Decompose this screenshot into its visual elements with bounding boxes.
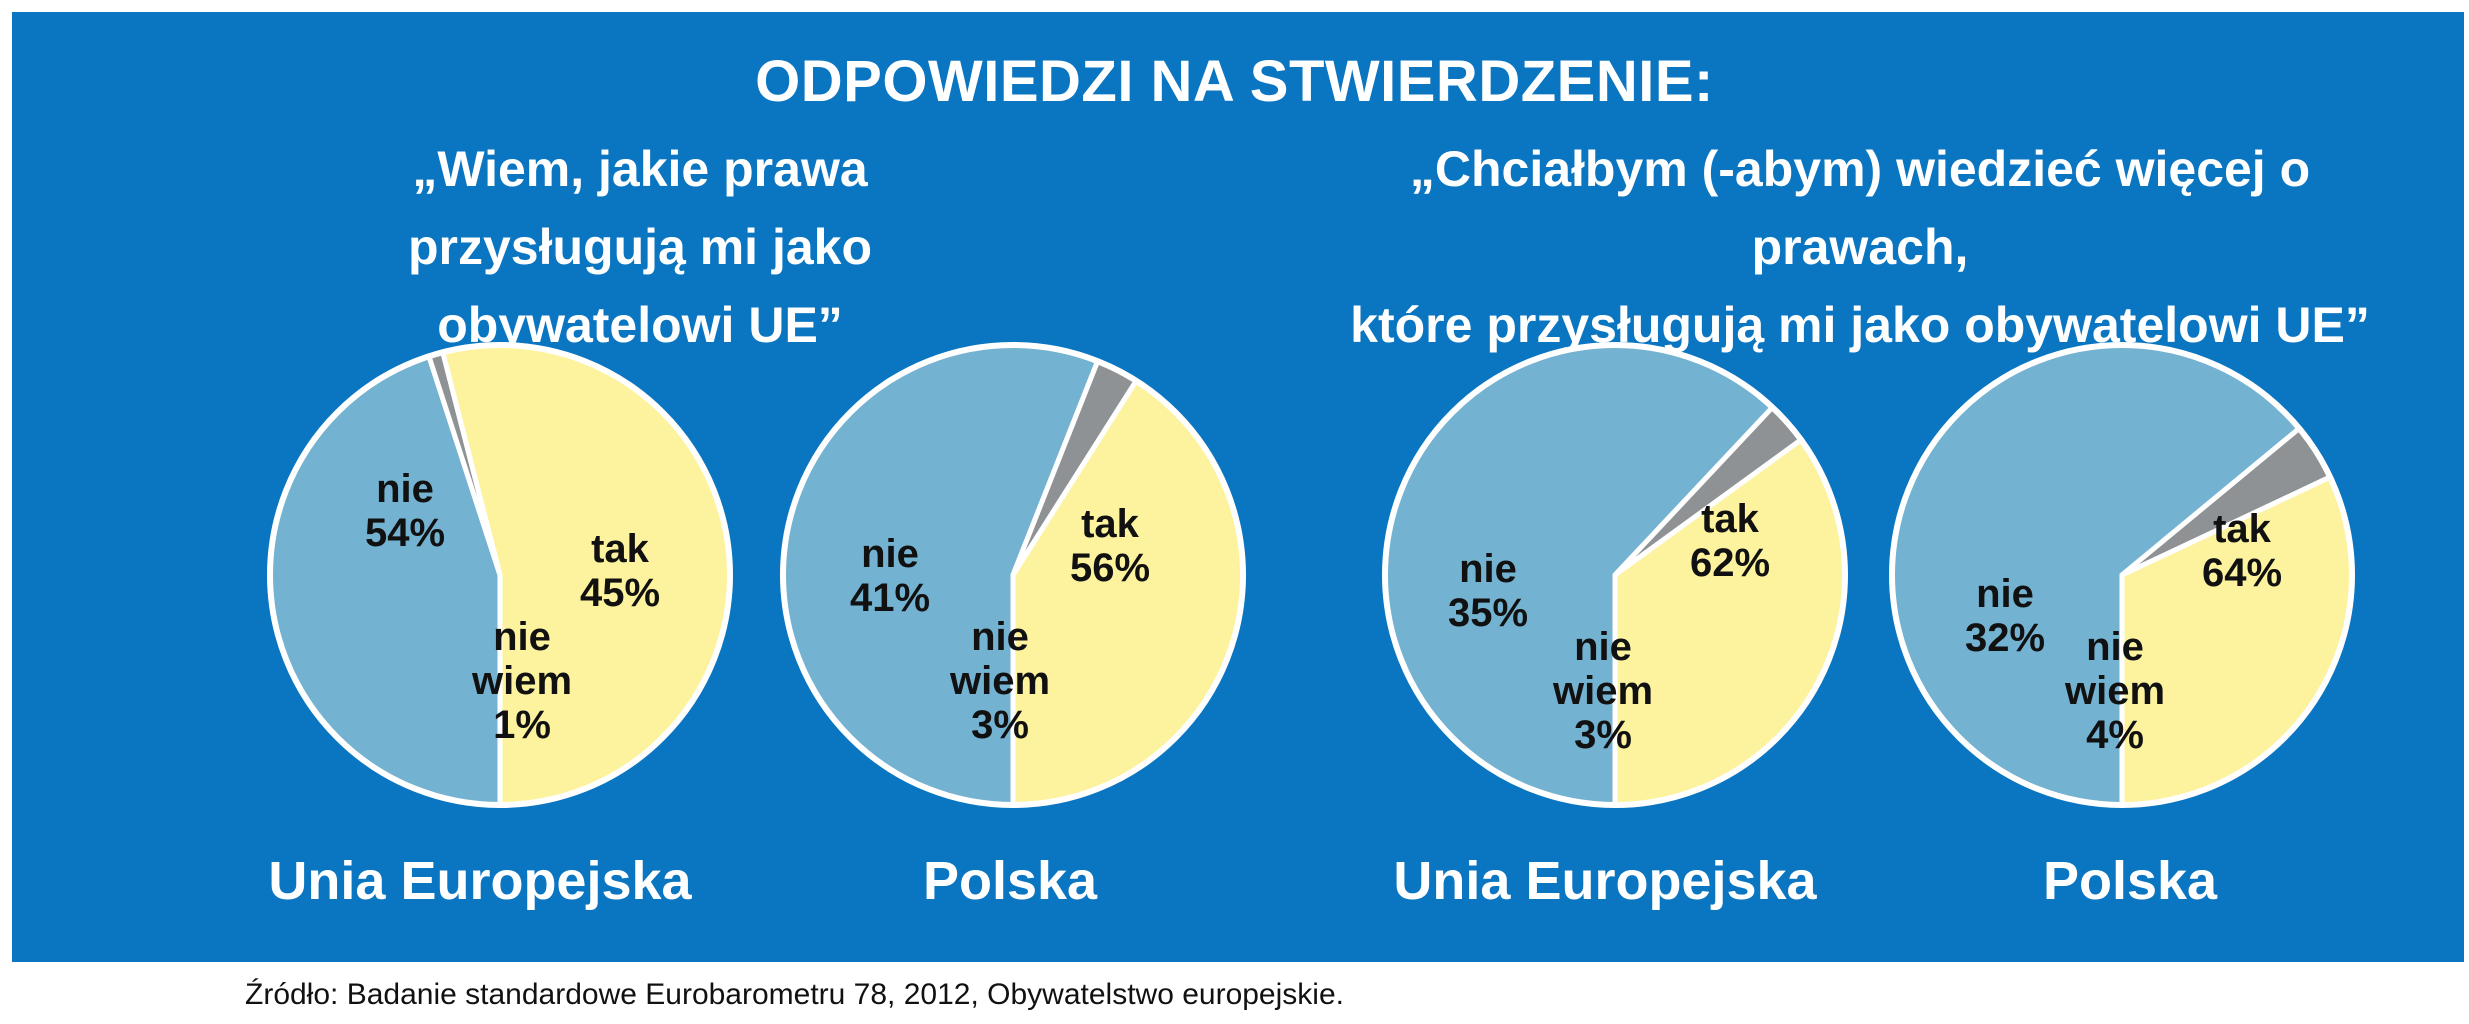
slice-label-nie-wiem: nie wiem 3%: [1552, 625, 1653, 757]
slice-label-nie: nie 35%: [1448, 547, 1528, 635]
subtitle-right: „Chciałbym (-abym) wiedzieć więcej o pra…: [1335, 130, 2385, 364]
main-title: ODPOWIEDZI NA STWIERDZENIE:: [755, 49, 1714, 114]
slice-label-nie-wiem: nie wiem 3%: [949, 615, 1050, 747]
source-note: Źródło: Badanie standardowe Eurobarometr…: [245, 978, 1344, 1011]
subtitle-right-line2: które przysługują mi jako obywatelowi UE…: [1350, 297, 2370, 353]
pie-outline: [1382, 342, 1848, 808]
slice-label-nie: nie 41%: [850, 532, 930, 620]
slice-label-nie-wiem: nie wiem 1%: [471, 615, 572, 747]
slice-label-nie: nie 32%: [1965, 572, 2045, 660]
slice-label-nie-wiem: nie wiem 4%: [2064, 625, 2165, 757]
slice-label-tak: tak 62%: [1690, 497, 1770, 585]
region-label-pl-1: Polska: [922, 851, 1098, 911]
pie-outline: [267, 342, 733, 808]
slice-label-nie: nie 54%: [365, 467, 445, 555]
pie-chart-1: tak 45%nie wiem 1% nie 54%: [267, 342, 733, 808]
subtitle-left-line1: „Wiem, jakie prawa przysługują mi jako: [407, 141, 872, 275]
pie-chart-3: tak 62% nie wiem 3% nie 35%: [1382, 342, 1848, 808]
pie-chart-2: tak 56%nie wiem 3%nie 41%: [780, 342, 1246, 808]
pie-chart-4: tak 64% nie wiem 4%nie 32%: [1889, 342, 2355, 808]
slice-label-tak: tak 45%: [580, 527, 660, 615]
slice-label-tak: tak 64%: [2202, 507, 2282, 595]
subtitle-right-line1: „Chciałbym (-abym) wiedzieć więcej o pra…: [1409, 141, 2311, 275]
region-label-pl-2: Polska: [2042, 851, 2218, 911]
region-label-eu-2: Unia Europejska: [1393, 851, 1817, 911]
region-label-eu-1: Unia Europejska: [268, 851, 692, 911]
pie-outline: [780, 342, 1246, 808]
slice-label-tak: tak 56%: [1070, 502, 1150, 590]
pie-outline: [1889, 342, 2355, 808]
